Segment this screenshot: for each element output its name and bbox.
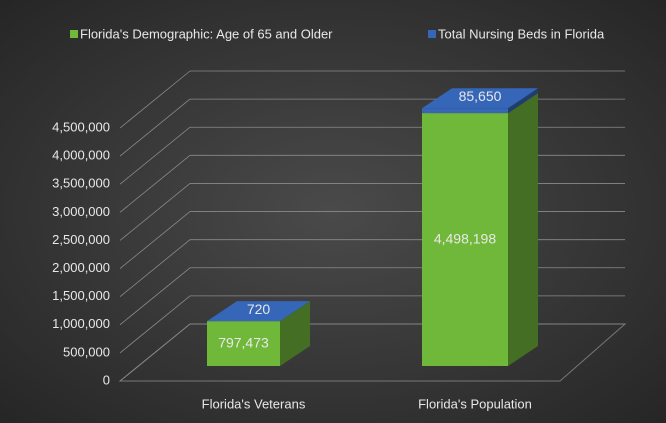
grid-line	[119, 323, 191, 382]
bar-side	[508, 93, 538, 366]
grid-line	[119, 126, 191, 185]
bar-side	[280, 301, 310, 366]
legend-swatch	[428, 30, 436, 38]
bar-top	[422, 88, 538, 109]
y-tick-label: 4,500,000	[52, 119, 110, 134]
x-tick-label: Florida's Veterans	[202, 396, 306, 411]
data-label: 4,498,198	[434, 230, 496, 246]
bar	[422, 108, 508, 114]
bar-top	[207, 301, 310, 322]
bar	[422, 113, 508, 366]
legend-swatch	[70, 30, 78, 38]
grid-line	[119, 295, 191, 354]
y-tick-label: 2,000,000	[52, 260, 110, 275]
grid-line	[119, 98, 191, 157]
bar-side	[280, 301, 310, 322]
legend-label: Florida's Demographic: Age of 65 and Old…	[80, 26, 333, 41]
legend-label: Total Nursing Beds in Florida	[438, 26, 605, 41]
y-tick-label: 1,500,000	[52, 288, 110, 303]
grid-line	[119, 239, 191, 297]
y-tick-label: 1,000,000	[52, 316, 110, 331]
y-tick-label: 2,500,000	[52, 232, 110, 247]
data-label: 720	[247, 301, 271, 317]
bar-side	[508, 88, 538, 114]
y-tick-label: 4,000,000	[52, 148, 110, 163]
y-tick-label: 3,000,000	[52, 204, 110, 219]
y-tick-label: 3,500,000	[52, 176, 110, 191]
grid-line	[119, 183, 191, 241]
grid-line	[119, 267, 191, 326]
data-label: 797,473	[218, 334, 269, 350]
grid-line	[119, 70, 191, 129]
data-label: 85,650	[459, 88, 502, 104]
grid-line	[119, 155, 191, 213]
bar	[207, 321, 280, 366]
y-tick-label: 500,000	[63, 344, 110, 359]
y-tick-label: 0	[103, 372, 110, 387]
x-tick-label: Florida's Population	[418, 396, 532, 411]
grid-line	[119, 211, 191, 269]
